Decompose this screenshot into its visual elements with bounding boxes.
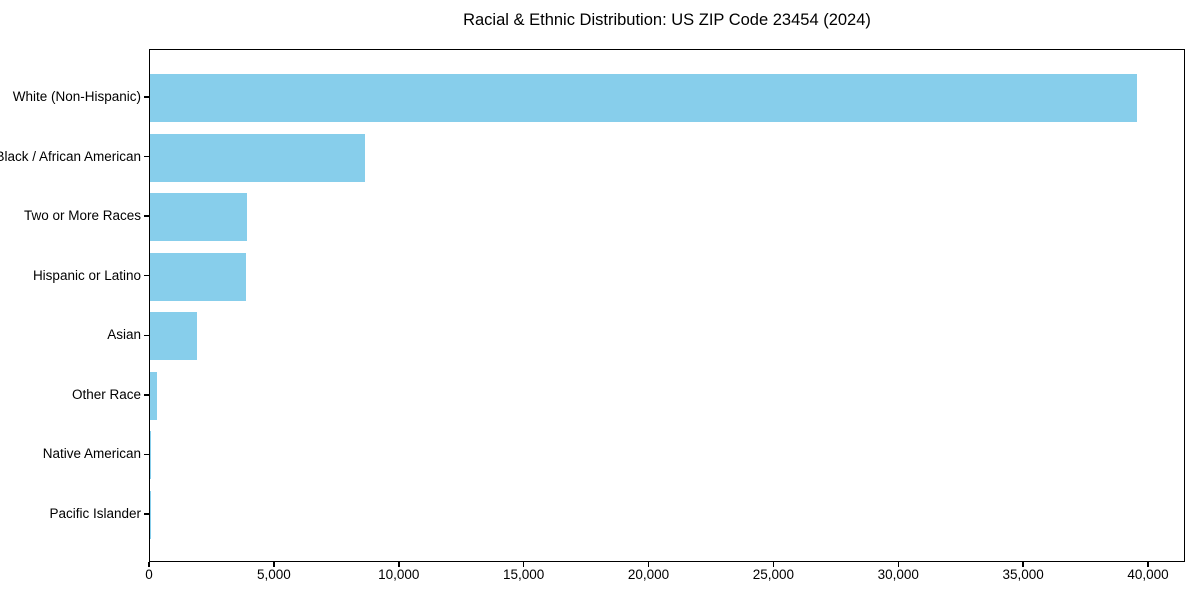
x-tick-label: 25,000 (752, 567, 795, 582)
x-tick-label: 10,000 (378, 567, 420, 582)
bar-asian (150, 312, 198, 361)
bar-black-african-american (150, 133, 365, 182)
y-tick-mark (144, 274, 149, 277)
y-tick-mark (144, 513, 149, 515)
x-tick-mark (1022, 562, 1024, 567)
chart-title: Racial & Ethnic Distribution: US ZIP Cod… (463, 11, 871, 29)
x-tick-label: 20,000 (627, 567, 670, 582)
plot-area (149, 49, 1185, 562)
y-tick-label: White (Non-Hispanic) (12, 89, 141, 104)
y-tick-label: Other Race (71, 386, 141, 402)
bar-pacific-islander (150, 491, 151, 539)
y-tick-mark (144, 334, 149, 337)
bar-white-non-hispanic (150, 74, 1137, 122)
x-tick-mark (1147, 562, 1149, 567)
x-tick-mark (522, 562, 525, 567)
x-tick-label: 30,000 (877, 567, 919, 582)
x-tick-mark (647, 562, 650, 567)
x-tick-label: 0 (145, 567, 153, 582)
x-tick-mark (772, 562, 775, 567)
x-tick-mark (273, 562, 275, 567)
x-tick-mark (398, 562, 400, 567)
y-tick-mark (144, 215, 149, 217)
x-tick-mark (897, 562, 900, 567)
y-tick-label: Two or More Races (23, 208, 141, 224)
x-tick-label: 5,000 (256, 567, 291, 582)
y-tick-label: Hispanic or Latino (32, 267, 141, 283)
bar-native-american (150, 431, 152, 480)
bar-hispanic-or-latino (150, 252, 247, 301)
bar-two-or-more-races (150, 193, 248, 242)
y-tick-label: Asian (107, 327, 141, 343)
bar-other-race (150, 371, 158, 420)
y-tick-label: Black / African American (0, 148, 141, 164)
x-tick-label: 40,000 (1127, 567, 1169, 582)
y-tick-mark (144, 453, 149, 456)
y-tick-mark (144, 96, 149, 98)
x-tick-label: 15,000 (502, 567, 545, 582)
y-tick-mark (144, 155, 149, 158)
y-tick-label: Native American (42, 446, 141, 462)
x-tick-label: 35,000 (1002, 567, 1044, 582)
y-tick-mark (144, 394, 149, 396)
y-tick-label: Pacific Islander (49, 506, 141, 521)
x-tick-mark (148, 562, 150, 567)
